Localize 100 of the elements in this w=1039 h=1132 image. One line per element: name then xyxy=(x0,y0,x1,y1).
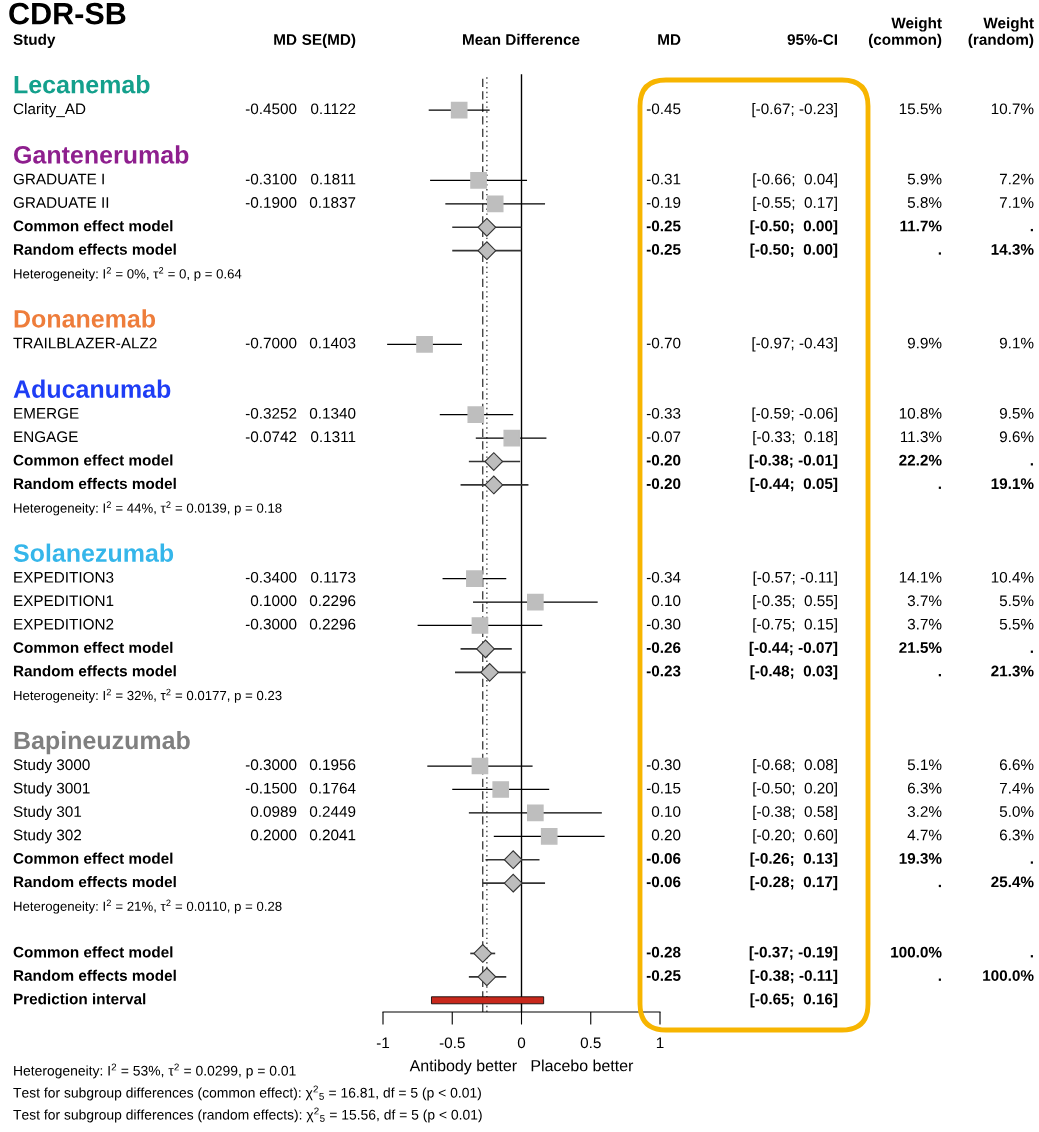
text: [-0.59; -0.06] xyxy=(752,407,837,422)
text: 25.4% xyxy=(991,876,1034,888)
category-label: EXPEDITION2 xyxy=(14,618,114,630)
text: [-0.38; -0.01] xyxy=(749,454,838,469)
text: [-0.48; 0.03] xyxy=(750,665,838,680)
text: -0.3000 xyxy=(245,618,297,630)
category-label: Random effects model xyxy=(14,665,176,677)
text: -0.1500 xyxy=(245,782,297,794)
text: 5.5% xyxy=(999,595,1034,607)
text: [-0.28; 0.17] xyxy=(750,876,838,891)
category-label: Heterogeneity: I$^{2}$ = 32%, τ$^{2}$ = 0.0177, p = 0.23 xyxy=(14,688,282,703)
category-label: EXPEDITION3 xyxy=(14,571,114,583)
text: 5.5% xyxy=(999,618,1034,630)
text: [-0.75; 0.15] xyxy=(753,618,837,633)
text: [-0.50; 0.00] xyxy=(750,243,838,258)
text: [-0.26; 0.13] xyxy=(750,852,838,867)
annotation: -0.31 xyxy=(646,173,681,185)
text: [-0.50; 0.00] xyxy=(750,220,838,235)
category-label: Heterogeneity: I$^{2}$ = 21%, τ$^{2}$ = 0.0110, p = 0.28 xyxy=(14,899,282,914)
text: [-0.38; -0.11] xyxy=(750,969,838,984)
text: [-0.66; 0.04] xyxy=(753,173,837,188)
text: -0.1900 xyxy=(245,197,297,208)
category-label: Common effect model xyxy=(13,454,173,466)
text: 5.0% xyxy=(999,806,1034,817)
text: -0.4500 xyxy=(245,103,297,115)
text: 14.1% xyxy=(899,571,942,583)
annotation: 0.20 xyxy=(651,829,681,841)
text: -0.3252 xyxy=(245,407,297,419)
text: MD xyxy=(274,34,297,45)
text: 14.3% xyxy=(991,243,1034,255)
text: 10.7% xyxy=(991,103,1034,115)
text: 0.1956 xyxy=(309,759,356,771)
text: 9.5% xyxy=(999,407,1034,419)
text: 9.1% xyxy=(999,337,1034,349)
category-label: Prediction interval xyxy=(14,993,146,1005)
category-label: Aducanumab xyxy=(13,379,171,398)
text: . xyxy=(1030,955,1033,958)
text: 0.1311 xyxy=(311,431,356,443)
category-label: Random effects model xyxy=(14,876,176,888)
text: MD xyxy=(658,34,681,45)
text: 0.2296 xyxy=(309,595,356,607)
text: [-0.57; -0.11] xyxy=(753,571,837,586)
category-label: Gantenerumab xyxy=(14,145,189,164)
text: [-0.50; 0.20] xyxy=(753,782,837,797)
text: SE(MD) xyxy=(302,33,356,48)
category-label: Study 301 xyxy=(13,805,82,821)
text: 7.1% xyxy=(999,197,1034,208)
text: -0.3100 xyxy=(245,173,297,185)
text: 10.4% xyxy=(991,571,1034,583)
category-label: ENGAGE xyxy=(14,431,78,443)
text: 0.1764 xyxy=(309,782,356,794)
category-label: Heterogeneity: I$^{2}$ = 44%, τ$^{2}$ = 0.0139, p = 0.18 xyxy=(14,501,282,516)
text: Test for subgroup differences (random effects): χ$^{2}$$_{5}$ = 15.56, df = 5 (p < 0.01) xyxy=(13,1107,482,1123)
text: 0.1122 xyxy=(311,103,356,115)
text: . xyxy=(1030,228,1033,232)
category-label: Study 3001 xyxy=(13,782,90,797)
text: 5.8% xyxy=(907,197,942,208)
text: 3.7% xyxy=(907,618,942,630)
annotation: 0.10 xyxy=(651,806,681,817)
category-label: GRADUATE II xyxy=(13,197,109,208)
annotation: -0.23 xyxy=(646,665,681,677)
chart-subtitle: Mean Difference xyxy=(463,33,580,45)
x-tick-label: 0 xyxy=(517,1037,526,1049)
category-label: Common effect model xyxy=(13,946,173,958)
text: 0.1811 xyxy=(311,173,356,185)
text: CDR-SB xyxy=(9,2,126,25)
text: [-0.35; 0.55] xyxy=(753,594,837,610)
text: -0.3000 xyxy=(245,759,297,771)
category-label: Bapineuzumab xyxy=(14,730,190,755)
text: [-0.67; -0.23] xyxy=(752,103,837,118)
text: 10.8% xyxy=(899,407,942,419)
text: 0.2449 xyxy=(309,806,356,817)
annotation: -0.25 xyxy=(646,220,681,232)
text: . xyxy=(1030,463,1033,466)
annotation: -0.30 xyxy=(646,759,681,771)
category-label: Common effect model xyxy=(13,641,173,654)
text: 0.1173 xyxy=(311,571,356,583)
text: Weight (random) xyxy=(968,17,1034,48)
text: 0.1403 xyxy=(309,337,356,349)
text: [-0.37; -0.19] xyxy=(749,946,838,961)
annotation: -0.28 xyxy=(646,946,681,958)
text: 15.5% xyxy=(899,103,942,115)
category-label: Clarity_AD xyxy=(13,103,86,118)
annotation: -0.19 xyxy=(646,197,681,208)
text: 7.4% xyxy=(999,782,1034,794)
text: 0.2296 xyxy=(309,618,356,630)
annotation: -0.45 xyxy=(646,103,681,115)
annotation: -0.34 xyxy=(646,571,681,583)
text: 0.2041 xyxy=(309,829,356,841)
text: 95%-CI xyxy=(787,34,837,45)
text: 100.0% xyxy=(983,970,1034,981)
annotation: -0.33 xyxy=(646,407,681,419)
category-label: Common effect model xyxy=(13,852,173,864)
text: 0.1837 xyxy=(309,197,356,208)
x-tick-label: -0.5 xyxy=(439,1037,465,1049)
text: 0.1340 xyxy=(309,407,356,419)
text: 3.7% xyxy=(907,595,942,607)
category-label: Random effects model xyxy=(14,969,176,981)
annotation: 0.10 xyxy=(651,595,681,607)
text: 9.9% xyxy=(907,337,942,349)
